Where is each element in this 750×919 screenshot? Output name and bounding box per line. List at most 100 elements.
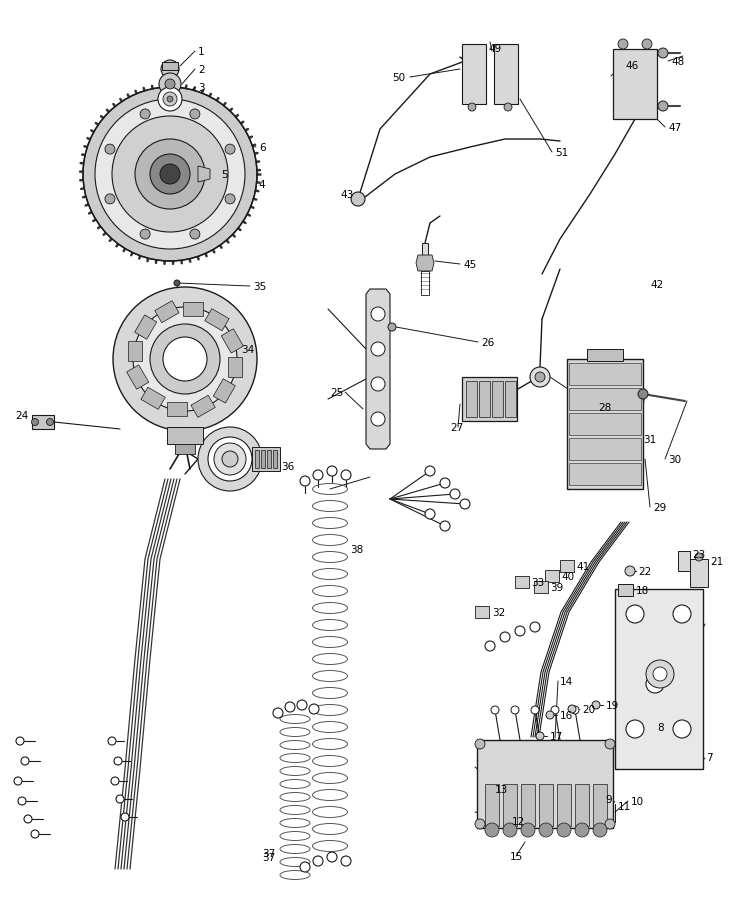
Circle shape: [530, 622, 540, 632]
Bar: [162, 62, 178, 71]
Circle shape: [593, 823, 607, 837]
Text: 9: 9: [605, 794, 611, 804]
Text: 45: 45: [463, 260, 476, 269]
Text: 3: 3: [198, 83, 205, 93]
Bar: [267, 450, 271, 469]
Circle shape: [511, 706, 519, 714]
Circle shape: [300, 476, 310, 486]
Circle shape: [646, 675, 664, 693]
Circle shape: [605, 739, 615, 749]
Text: 39: 39: [550, 583, 563, 593]
Circle shape: [327, 852, 337, 862]
Text: 34: 34: [241, 345, 254, 355]
Polygon shape: [416, 255, 434, 272]
Bar: [252, 448, 280, 471]
Circle shape: [341, 471, 351, 481]
Circle shape: [504, 104, 512, 112]
Circle shape: [500, 632, 510, 642]
Text: 46: 46: [625, 61, 638, 71]
Text: 36: 36: [281, 461, 294, 471]
Circle shape: [515, 627, 525, 636]
Circle shape: [135, 140, 205, 210]
Bar: [539, 784, 553, 826]
Circle shape: [113, 288, 257, 432]
Polygon shape: [228, 357, 242, 378]
Circle shape: [313, 857, 323, 866]
Polygon shape: [198, 167, 210, 183]
Circle shape: [313, 471, 323, 481]
Bar: [485, 784, 499, 826]
Circle shape: [658, 102, 668, 112]
Circle shape: [371, 413, 385, 426]
Text: 37: 37: [262, 852, 275, 862]
Circle shape: [638, 390, 648, 400]
Text: 32: 32: [492, 607, 506, 618]
Circle shape: [163, 93, 177, 107]
Circle shape: [163, 337, 207, 381]
Text: 22: 22: [638, 566, 651, 576]
Text: 6: 6: [259, 142, 266, 153]
Text: 50: 50: [392, 73, 405, 83]
Polygon shape: [221, 329, 243, 354]
Circle shape: [105, 195, 115, 205]
Text: 13: 13: [495, 784, 508, 794]
Text: 27: 27: [450, 423, 464, 433]
Circle shape: [95, 100, 245, 250]
Bar: [575, 784, 589, 826]
Bar: [462, 45, 486, 105]
Circle shape: [222, 451, 238, 468]
Text: 15: 15: [510, 851, 524, 861]
Circle shape: [642, 40, 652, 50]
Bar: [255, 450, 259, 469]
Circle shape: [165, 80, 175, 90]
Bar: [175, 445, 195, 455]
Bar: [462, 378, 517, 422]
Bar: [505, 381, 516, 417]
Polygon shape: [366, 289, 390, 449]
Circle shape: [491, 706, 499, 714]
Bar: [569, 389, 641, 411]
Bar: [422, 244, 428, 255]
Bar: [261, 450, 265, 469]
Circle shape: [116, 795, 124, 803]
Text: 47: 47: [668, 123, 681, 133]
Circle shape: [214, 444, 246, 475]
Circle shape: [159, 74, 181, 96]
Text: 8: 8: [657, 722, 664, 732]
Circle shape: [105, 145, 115, 155]
Circle shape: [150, 324, 220, 394]
Circle shape: [539, 823, 553, 837]
Circle shape: [531, 706, 539, 714]
Circle shape: [658, 49, 668, 59]
Circle shape: [83, 88, 257, 262]
Text: 19: 19: [606, 700, 619, 710]
Bar: [690, 560, 708, 587]
Circle shape: [575, 823, 589, 837]
Circle shape: [371, 308, 385, 322]
Circle shape: [557, 823, 571, 837]
Text: 25: 25: [330, 388, 344, 398]
Circle shape: [626, 606, 644, 623]
Circle shape: [551, 706, 559, 714]
Circle shape: [475, 739, 485, 749]
Bar: [466, 381, 477, 417]
Circle shape: [121, 813, 129, 821]
Text: 33: 33: [531, 577, 544, 587]
Text: 26: 26: [481, 337, 494, 347]
Bar: [273, 450, 277, 469]
Polygon shape: [191, 396, 215, 418]
Circle shape: [111, 777, 119, 785]
Bar: [475, 607, 489, 618]
Bar: [503, 784, 517, 826]
Circle shape: [285, 702, 295, 712]
Bar: [569, 438, 641, 460]
Text: 20: 20: [582, 704, 595, 714]
Text: 42: 42: [650, 279, 663, 289]
Text: 4: 4: [258, 180, 265, 190]
Circle shape: [112, 117, 228, 233]
Circle shape: [18, 797, 26, 805]
Polygon shape: [135, 315, 157, 340]
Circle shape: [530, 368, 550, 388]
Circle shape: [475, 819, 485, 829]
Text: 1: 1: [198, 47, 205, 57]
